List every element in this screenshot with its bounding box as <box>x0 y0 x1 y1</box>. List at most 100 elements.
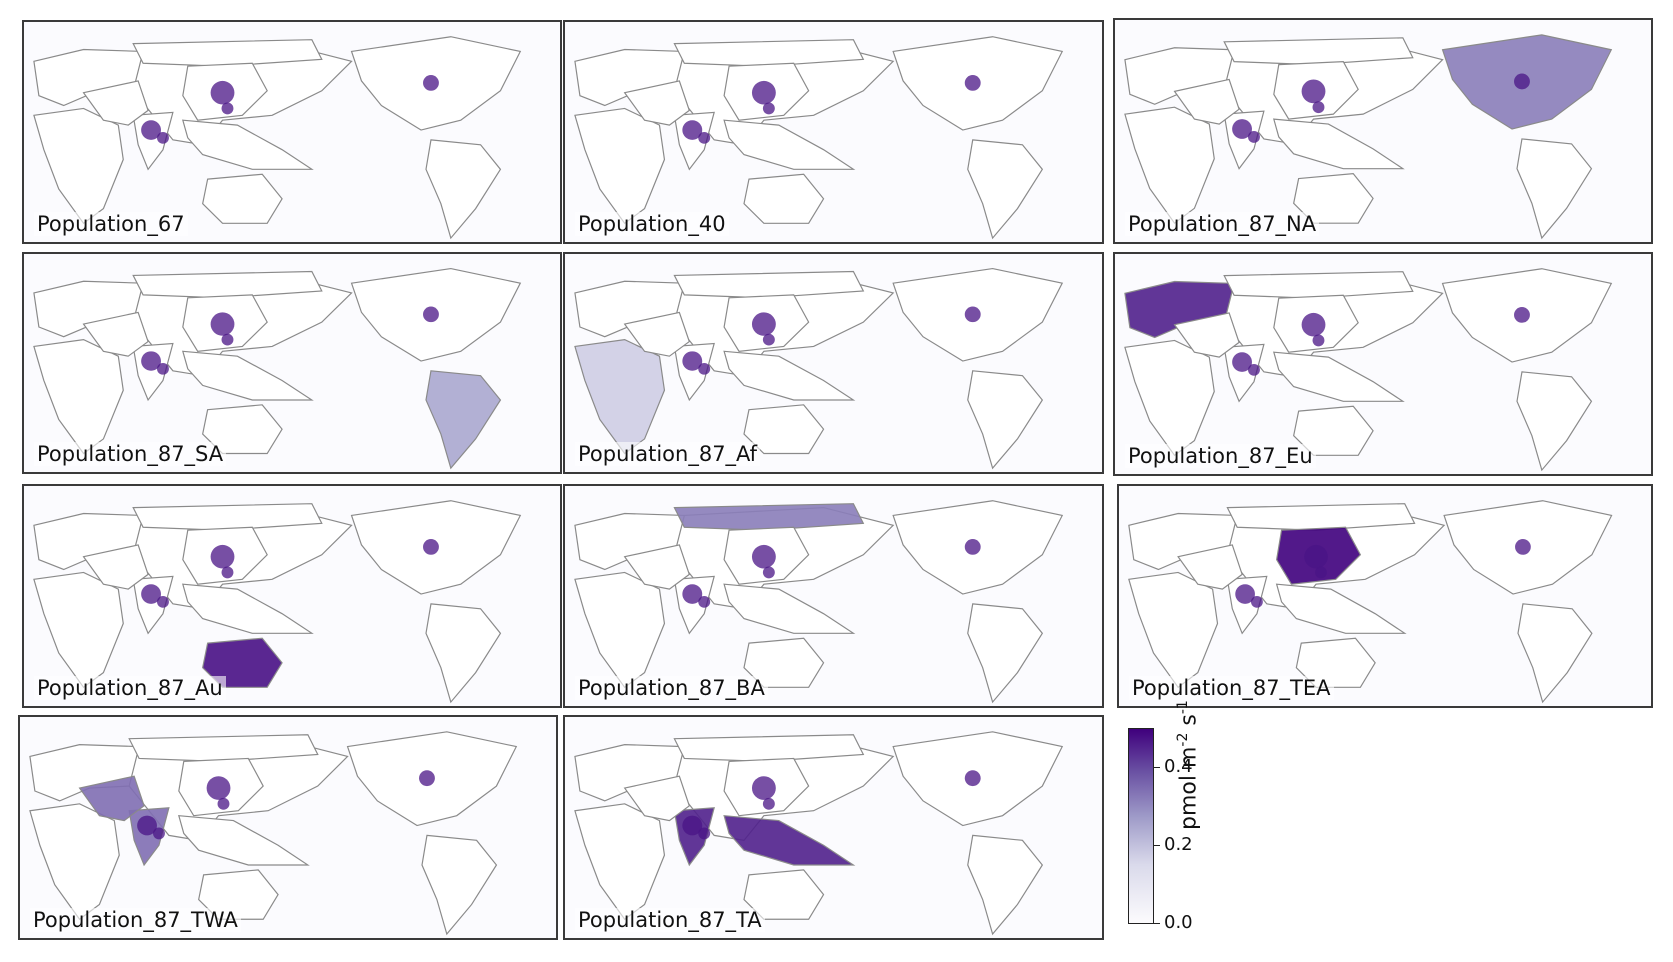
colorbar <box>1128 728 1154 924</box>
region-boreal <box>132 39 323 67</box>
panel-label: Population_67 <box>34 212 188 236</box>
region-southamerica <box>967 603 1044 704</box>
emission-hotspot <box>1235 584 1255 604</box>
panel-label: Population_87_Af <box>575 442 761 466</box>
region-boreal <box>1223 37 1414 66</box>
emission-hotspot <box>423 75 439 91</box>
emission-hotspot <box>1232 119 1252 139</box>
world-map <box>574 731 1064 936</box>
region-westasia <box>82 544 149 590</box>
colorbar-tick-label-2: 0.4 <box>1164 756 1193 777</box>
emission-hotspot <box>1248 131 1260 143</box>
emission-hotspot <box>141 584 161 604</box>
panel-label: Population_87_SA <box>34 442 227 466</box>
map-panel: Population_67 <box>22 20 562 244</box>
emission-hotspot <box>157 596 169 608</box>
region-seasia <box>1275 583 1407 634</box>
region-seasia <box>182 350 314 401</box>
emission-hotspot <box>423 306 439 323</box>
region-australia <box>743 404 825 455</box>
region-africa <box>574 339 666 455</box>
emission-hotspot <box>698 363 711 375</box>
emission-hotspot <box>682 351 703 371</box>
region-africa <box>1128 571 1219 689</box>
emission-hotspot <box>751 776 776 800</box>
region-boreal <box>128 734 319 762</box>
region-boreal <box>673 734 865 762</box>
emission-hotspot <box>964 539 981 555</box>
region-southamerica <box>425 370 502 470</box>
emission-hotspot <box>682 584 703 604</box>
colorbar-tick-1 <box>1154 845 1160 846</box>
emission-hotspot <box>762 102 775 115</box>
emission-hotspot <box>1312 101 1325 114</box>
map-panel: Population_87_Eu <box>1113 252 1653 476</box>
region-australia <box>202 173 283 224</box>
region-southamerica <box>967 834 1044 936</box>
emission-hotspot <box>1315 566 1327 579</box>
world-map <box>574 36 1064 240</box>
map-panel: Population_87_TA <box>563 715 1104 940</box>
map-panel: Population_87_SA <box>22 252 562 474</box>
emission-hotspot <box>157 132 169 144</box>
panel-label: Population_87_TEA <box>1129 676 1334 700</box>
region-seasia <box>1273 118 1405 170</box>
emission-hotspot <box>221 102 234 115</box>
emission-hotspot <box>221 566 234 579</box>
world-map <box>574 268 1064 470</box>
region-westasia <box>1173 78 1240 125</box>
map-panel: Population_40 <box>563 20 1104 244</box>
region-africa <box>574 803 666 921</box>
region-africa <box>574 107 666 225</box>
region-australia <box>1293 405 1374 456</box>
colorbar-tick-2 <box>1154 767 1160 768</box>
region-africa <box>574 571 666 689</box>
region-boreal <box>1226 503 1416 531</box>
panel-label: Population_87_TA <box>575 908 765 932</box>
emission-hotspot <box>1514 73 1530 90</box>
emission-hotspot <box>157 363 169 375</box>
region-seasia <box>723 350 856 401</box>
emission-hotspot <box>682 120 703 140</box>
region-boreal <box>673 503 865 531</box>
region-seasia <box>178 814 310 866</box>
region-westasia <box>623 544 691 590</box>
emission-hotspot <box>751 312 776 336</box>
region-westasia <box>623 775 691 822</box>
region-seasia <box>182 583 314 634</box>
region-westasia <box>1173 312 1240 358</box>
region-australia <box>202 404 283 455</box>
world-map <box>1128 500 1613 704</box>
region-australia <box>743 173 825 224</box>
world-map <box>33 268 522 470</box>
region-southamerica <box>1516 138 1593 240</box>
region-seasia <box>182 119 314 170</box>
emission-hotspot <box>419 770 435 787</box>
emission-hotspot <box>751 80 776 105</box>
region-southamerica <box>421 834 498 936</box>
region-westasia <box>82 80 149 126</box>
emission-hotspot <box>141 120 161 140</box>
region-africa <box>1124 106 1215 225</box>
region-africa <box>1124 339 1215 457</box>
panel-label: Population_87_BA <box>575 676 768 700</box>
emission-hotspot <box>210 312 235 336</box>
emission-hotspot <box>964 770 981 787</box>
panel-label: Population_87_NA <box>1125 212 1320 236</box>
region-australia <box>202 637 283 688</box>
region-westasia <box>623 311 691 357</box>
region-boreal <box>132 270 323 299</box>
world-map <box>33 36 522 240</box>
world-map <box>574 500 1064 704</box>
region-southamerica <box>1517 603 1593 704</box>
world-map <box>1124 34 1613 240</box>
colorbar-tick-label-0: 0.0 <box>1164 912 1193 933</box>
region-australia <box>743 637 825 688</box>
emission-hotspot <box>141 351 161 371</box>
panel-label: Population_87_Au <box>34 676 226 700</box>
emission-hotspot <box>206 776 231 800</box>
emission-hotspot <box>210 80 235 105</box>
region-africa <box>33 339 124 455</box>
emission-hotspot <box>1515 539 1531 555</box>
panel-label: Population_87_TWA <box>30 908 241 932</box>
